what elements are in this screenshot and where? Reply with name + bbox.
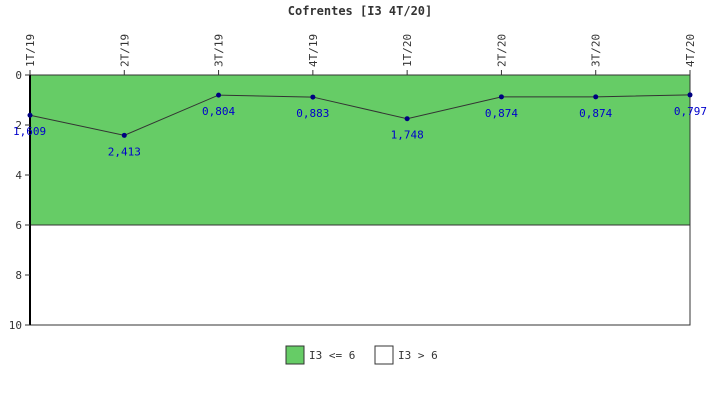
legend: I3 <= 6 I3 > 6 bbox=[285, 345, 438, 365]
y-tick-label: 2 bbox=[15, 119, 22, 132]
data-point bbox=[404, 116, 410, 122]
x-tick-label: 4T/20 bbox=[684, 34, 697, 67]
band-0 bbox=[29, 74, 691, 226]
x-tick-label: 2T/19 bbox=[118, 34, 131, 67]
chart-title: Cofrentes [I3 4T/20] bbox=[288, 4, 433, 18]
data-point bbox=[27, 112, 33, 118]
x-tick-label: 3T/20 bbox=[590, 34, 603, 67]
data-point bbox=[216, 92, 222, 98]
x-tick-label: 1T/20 bbox=[401, 34, 414, 67]
y-tick-label: 10 bbox=[9, 319, 22, 332]
data-label: 2,413 bbox=[108, 145, 141, 158]
x-tick-label: 4T/19 bbox=[307, 34, 320, 67]
bands-layer bbox=[29, 74, 691, 326]
legend-label: I3 <= 6 bbox=[309, 349, 355, 362]
y-tick-label: 4 bbox=[15, 169, 22, 182]
x-tick-label: 2T/20 bbox=[495, 34, 508, 67]
y-tick-label: 8 bbox=[15, 269, 22, 282]
legend-swatch bbox=[285, 345, 305, 365]
data-point bbox=[498, 94, 504, 100]
data-label: 1,609 bbox=[13, 125, 46, 138]
data-label: 0,874 bbox=[579, 107, 612, 120]
legend-swatch bbox=[374, 345, 394, 365]
y-tick-label: 6 bbox=[15, 219, 22, 232]
data-label: 0,804 bbox=[202, 105, 235, 118]
data-point bbox=[687, 92, 693, 98]
legend-label: I3 > 6 bbox=[398, 349, 438, 362]
series-line bbox=[29, 94, 691, 136]
data-label: 0,797 bbox=[674, 105, 707, 118]
data-point bbox=[593, 94, 599, 100]
x-tick-label: 3T/19 bbox=[213, 34, 226, 67]
data-point bbox=[310, 94, 316, 100]
data-point bbox=[121, 132, 127, 138]
data-label: 0,874 bbox=[485, 107, 518, 120]
y-tick-label: 0 bbox=[15, 69, 22, 82]
data-label: 1,748 bbox=[391, 129, 424, 142]
series-layer: 1,609 2,413 0,804 0,883 1,748 0,874 0,874 0,797 bbox=[13, 92, 707, 158]
x-tick-label: 1T/19 bbox=[24, 34, 37, 67]
data-label: 0,883 bbox=[296, 107, 329, 120]
band-1 bbox=[29, 224, 691, 326]
